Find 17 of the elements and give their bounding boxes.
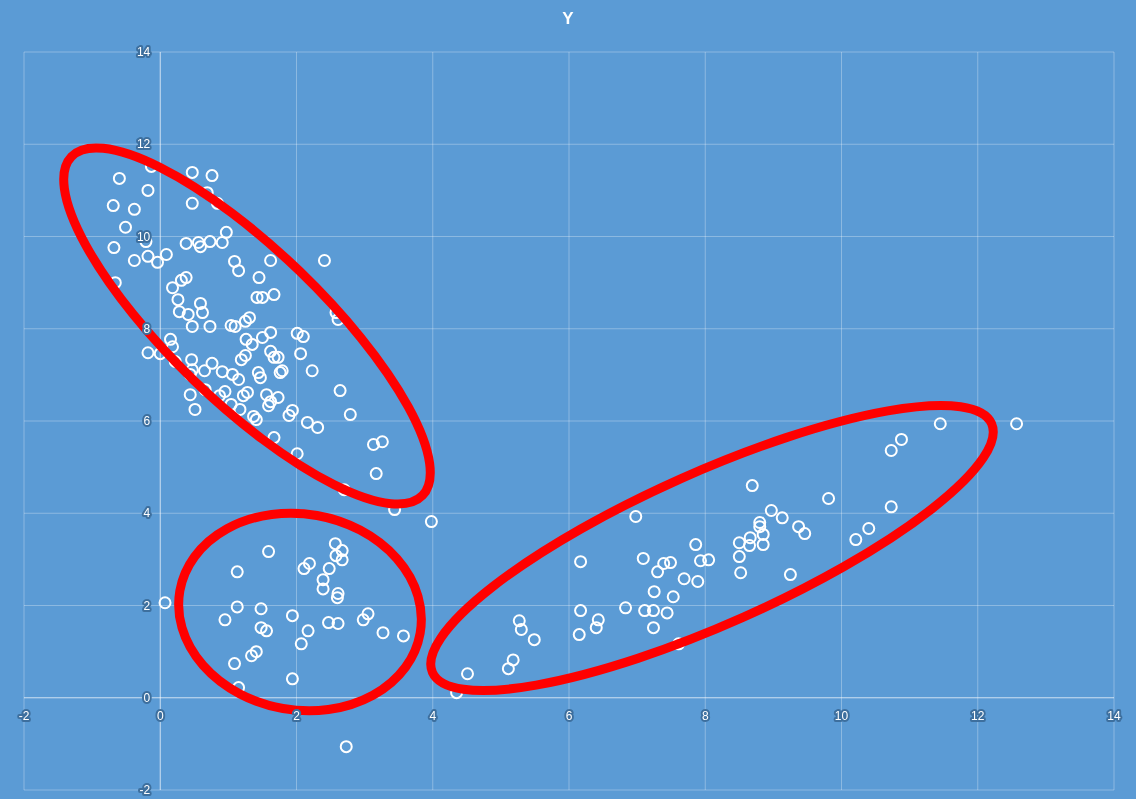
y-tick-label: 8 xyxy=(143,321,151,336)
chart-title: Y xyxy=(562,9,575,28)
y-tick-label: 2 xyxy=(143,598,151,613)
x-tick-label: 12 xyxy=(971,708,985,723)
y-tick-label: 12 xyxy=(136,137,151,152)
x-tick-label: -2 xyxy=(18,708,30,723)
y-tick-label: 14 xyxy=(136,45,151,60)
x-tick-label: 14 xyxy=(1107,708,1121,723)
x-tick-label: 8 xyxy=(701,708,709,723)
x-tick-label: 0 xyxy=(156,708,164,723)
x-tick-label: 10 xyxy=(834,708,849,723)
x-tick-label: 6 xyxy=(565,708,573,723)
x-tick-label: 4 xyxy=(429,708,437,723)
y-tick-label: 0 xyxy=(143,690,151,705)
y-tick-label: 4 xyxy=(143,506,151,521)
y-tick-label: -2 xyxy=(139,783,151,798)
y-tick-label: 6 xyxy=(143,414,151,429)
